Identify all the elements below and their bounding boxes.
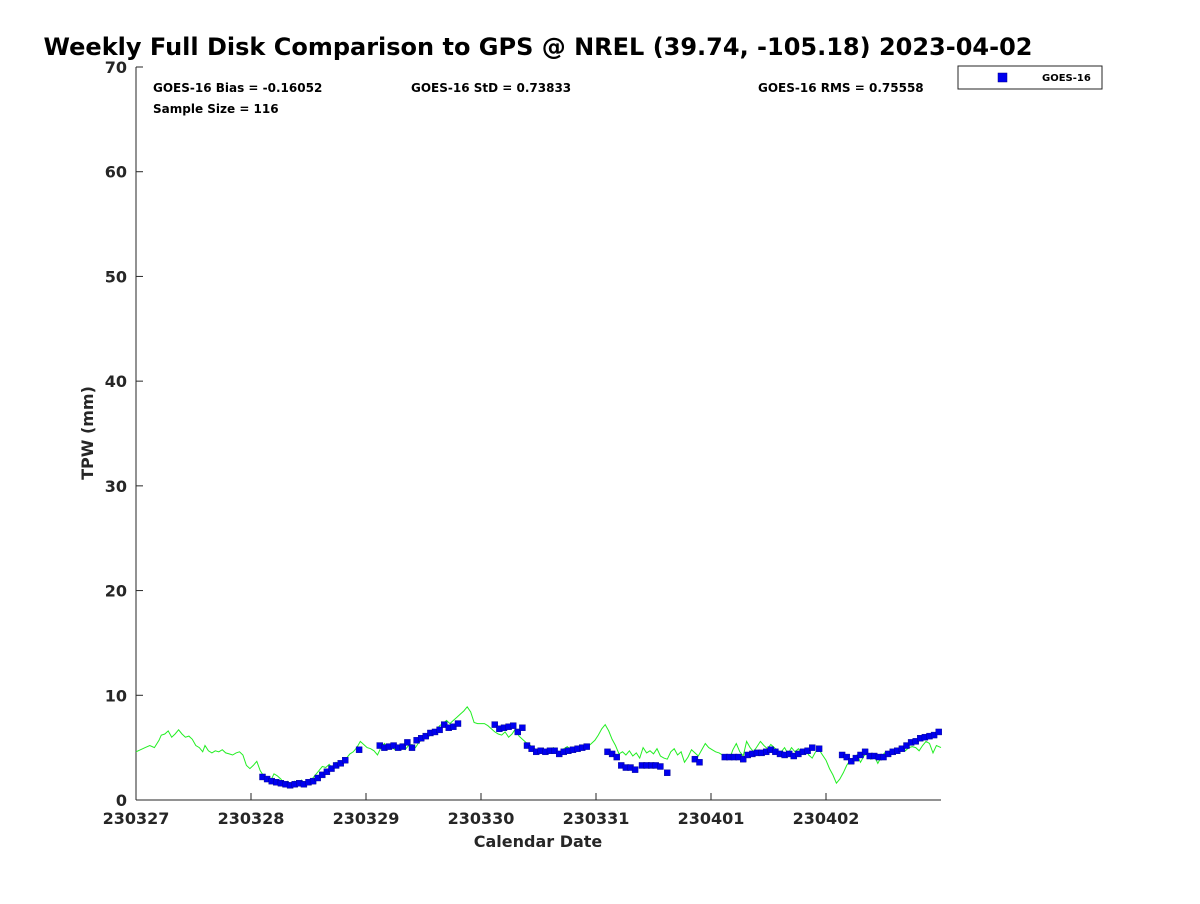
- goes16-point: [815, 745, 823, 752]
- goes16-point: [613, 753, 620, 761]
- x-tick-label: 230402: [793, 809, 860, 828]
- y-tick-label: 60: [105, 163, 127, 182]
- goes16-point: [342, 757, 349, 764]
- goes16-point: [935, 728, 942, 736]
- legend: GOES-16: [957, 65, 1103, 90]
- goes16-point: [519, 724, 526, 731]
- goes16-point: [583, 743, 590, 750]
- goes-points-layer: [259, 720, 942, 789]
- y-tick-label: 0: [116, 791, 127, 810]
- legend-label-goes16: GOES-16: [1042, 73, 1091, 84]
- y-tick-label: 50: [105, 267, 127, 286]
- goes16-point: [740, 755, 747, 763]
- goes16-point: [631, 766, 639, 773]
- x-axis: 230327 230328 230329 230330 230331 230401 2304…: [103, 793, 941, 828]
- x-tick-label: 230328: [218, 809, 285, 828]
- y-tick-label: 10: [105, 686, 127, 705]
- goes16-point: [404, 739, 411, 746]
- x-tick-label: 230329: [333, 809, 400, 828]
- goes16-point: [355, 746, 363, 753]
- x-tick-label: 230331: [563, 809, 630, 828]
- y-tick-label: 40: [105, 372, 127, 391]
- stat-std: GOES-16 StD = 0.73833: [411, 81, 571, 95]
- stat-bias: GOES-16 Bias = -0.16052: [153, 81, 322, 95]
- goes16-point: [510, 722, 517, 729]
- legend-marker-goes16: [997, 72, 1008, 83]
- goes16-point: [809, 744, 816, 751]
- x-tick-label: 230330: [448, 809, 515, 828]
- legend-box: [957, 65, 1103, 90]
- goes16-point: [843, 753, 850, 761]
- goes16-point: [514, 728, 521, 736]
- goes16-point: [696, 759, 703, 766]
- goes16-point: [408, 744, 416, 751]
- y-axis: 0 10 20 30 40 50 60 70: [105, 58, 143, 810]
- x-axis-label: Calendar Date: [474, 832, 603, 851]
- goes16-point: [664, 769, 671, 776]
- x-tick-label: 230401: [678, 809, 745, 828]
- stat-rms: GOES-16 RMS = 0.75558: [758, 81, 924, 95]
- y-tick-label: 30: [105, 477, 127, 496]
- stat-sample-size: Sample Size = 116: [153, 102, 279, 116]
- y-tick-label: 20: [105, 582, 127, 601]
- plot-area: [136, 67, 941, 800]
- x-tick-label: 230327: [103, 809, 170, 828]
- goes16-point: [399, 743, 406, 750]
- y-axis-label: TPW (mm): [78, 386, 97, 480]
- goes16-point: [454, 720, 462, 727]
- chart-title: Weekly Full Disk Comparison to GPS @ NRE…: [44, 33, 1033, 61]
- goes16-point: [436, 726, 443, 734]
- goes16-point: [491, 721, 498, 728]
- goes16-point: [861, 748, 869, 756]
- y-tick-label: 70: [105, 58, 127, 77]
- goes16-point: [657, 763, 664, 770]
